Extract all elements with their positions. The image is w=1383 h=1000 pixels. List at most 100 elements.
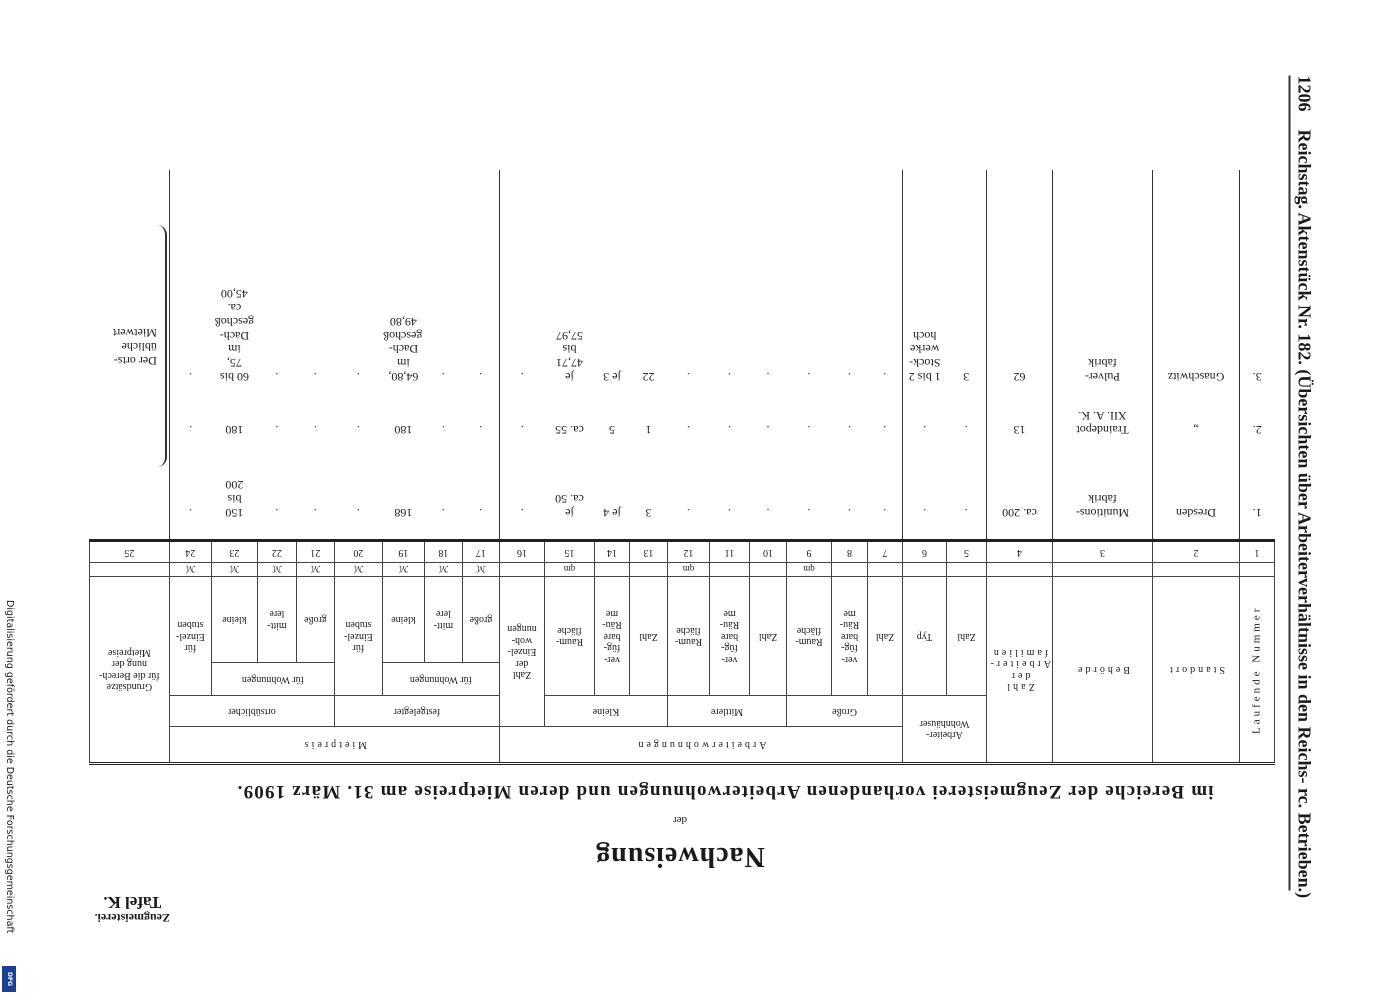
table-cell: 22: [642, 370, 655, 384]
column-number: 5: [946, 540, 987, 563]
unit-cell: qm: [667, 562, 710, 577]
column-number: 11: [709, 540, 750, 563]
unit-cell: [594, 562, 630, 577]
header-cell: für Einzel- stuben: [169, 576, 212, 696]
table-cell: .: [867, 170, 903, 387]
unit-cell: ℳ: [169, 562, 212, 577]
table-cell: .: [867, 450, 903, 541]
table-head: Laufende Nummer Standort Behörde Zahl de…: [89, 540, 1275, 764]
table-cell: .: [807, 370, 811, 384]
unit-cell: [629, 562, 668, 577]
column-number: 3: [1052, 540, 1153, 563]
table-cell: .: [462, 450, 500, 541]
header-cell: Große: [786, 695, 903, 727]
table-cell: 1.: [1252, 506, 1262, 520]
table-cell: 180: [225, 423, 244, 437]
column-number: 21: [296, 540, 335, 563]
table-cell: .: [520, 423, 524, 437]
table-cell: „: [1152, 387, 1240, 450]
table-cell: .: [275, 423, 279, 437]
table-cell: .: [923, 423, 927, 437]
table-cell: 13: [986, 387, 1053, 450]
connector: der: [672, 814, 688, 826]
table-cell: .: [687, 370, 690, 384]
table-cell: 5: [609, 423, 615, 437]
side-note: Digitalisierung gefördert durch die Deut…: [4, 600, 15, 934]
header-cell: Raum- fläche: [786, 576, 832, 696]
column-number: 17: [462, 540, 500, 563]
table-cell: .: [848, 370, 851, 384]
header-cell: Zahl der Einzel- woh- nungen: [499, 576, 545, 727]
table-cell: Gnaschwitz: [1152, 170, 1240, 387]
table-cell: .: [923, 506, 927, 520]
logo: DFG: [2, 966, 16, 992]
column-number: 19: [382, 540, 425, 563]
table-cell: .: [687, 506, 690, 520]
header-cell: Zahl: [629, 576, 668, 696]
plate: Tafel K.: [103, 893, 162, 912]
table-cell: .: [441, 506, 445, 520]
table-cell: .: [275, 370, 279, 384]
column-number-row: 1 2 3 4 5 6 7 8 9 10 11 12 13 14 15 16 17 18 19 20 21 22 23 24 2…: [89, 540, 1275, 563]
header-cell: Mittlere: [667, 695, 787, 727]
table-cell: je 47,71 bis 57,97: [556, 328, 583, 384]
table-cell: .: [313, 370, 317, 384]
unit-cell: [902, 562, 947, 577]
table-row: 2. „ Traindepot XII. A. K. 13........ 1 5 ca. …: [89, 387, 1274, 450]
table-cell: Pulver- fabrik: [1052, 170, 1153, 387]
table-cell: 168: [394, 506, 413, 520]
header-cell: Laufende Nummer: [1239, 576, 1275, 764]
header-row: Laufende Nummer Standort Behörde Zahl de…: [89, 576, 1275, 764]
basis-cell: Der orts- übliche Mietwert: [89, 170, 170, 541]
table-cell: .: [356, 506, 360, 520]
header-cell: Zahl: [867, 576, 903, 696]
column-number: 18: [424, 540, 463, 563]
unit-cell: [986, 562, 1053, 577]
table-cell: .: [728, 506, 731, 520]
header-cell: ortsüblicher: [169, 695, 335, 727]
header-cell: festgelegter: [334, 695, 500, 727]
header-cell: mitt- lere: [424, 576, 463, 663]
unit-cell: ℳ: [211, 562, 258, 577]
table-cell: .: [313, 423, 317, 437]
column-number: 1: [1239, 540, 1275, 563]
column-number: 10: [749, 540, 787, 563]
table-cell: .: [189, 506, 193, 520]
column-number: 7: [867, 540, 903, 563]
header-cell: kleine: [382, 576, 425, 663]
table-cell: .: [189, 423, 193, 437]
column-number: 22: [257, 540, 297, 563]
header-cell: ver- füg- bare Räu- me: [594, 576, 630, 696]
table-cell: .: [848, 506, 851, 520]
unit-cell: ℳ: [296, 562, 335, 577]
unit-cell: qm: [544, 562, 595, 577]
table-cell: .: [462, 170, 500, 387]
page-number: 1206: [1294, 75, 1315, 112]
table-cell: .: [766, 370, 770, 384]
unit-cell: [1152, 562, 1240, 577]
header-cell: für Einzel- stuben: [334, 576, 383, 696]
table-cell: je ca. 50: [555, 492, 584, 520]
table-cell: Traindepot XII. A. K.: [1052, 387, 1153, 450]
column-number: 13: [629, 540, 668, 563]
table-body: 1. Dresden Munitions- fabrik ca. 200.......…: [89, 170, 1274, 541]
column-number: 16: [499, 540, 545, 563]
unit-cell: qm: [786, 562, 832, 577]
unit-cell: [749, 562, 787, 577]
header-cell: Grundsätze für die Berech- nung der Miet…: [89, 576, 170, 764]
table-cell: .: [728, 423, 731, 437]
header-cell: für Wohnungen: [211, 662, 335, 696]
table-cell: .: [313, 506, 317, 520]
running-title: Reichstag. Aktenstück Nr. 182. (Übersich…: [1294, 129, 1315, 899]
table-cell: 64,80, im Dach- geschoß 49,80: [383, 314, 423, 384]
running-head: 1206 Reichstag. Aktenstück Nr. 182. (Über…: [1288, 75, 1317, 898]
basis-note: Der orts- übliche Mietwert: [91, 225, 167, 467]
unit-cell: ℳ: [424, 562, 463, 577]
table-cell: .: [520, 370, 524, 384]
table-cell: .: [462, 387, 500, 450]
unit-row: qm qm qm ℳ ℳ ℳ ℳ ℳ ℳ ℳ ℳ: [89, 562, 1275, 577]
header-cell: Kleine: [544, 695, 668, 727]
table-cell: 1 bis 2 Stock- werke hoch: [908, 328, 941, 384]
unit-cell: [946, 562, 987, 577]
